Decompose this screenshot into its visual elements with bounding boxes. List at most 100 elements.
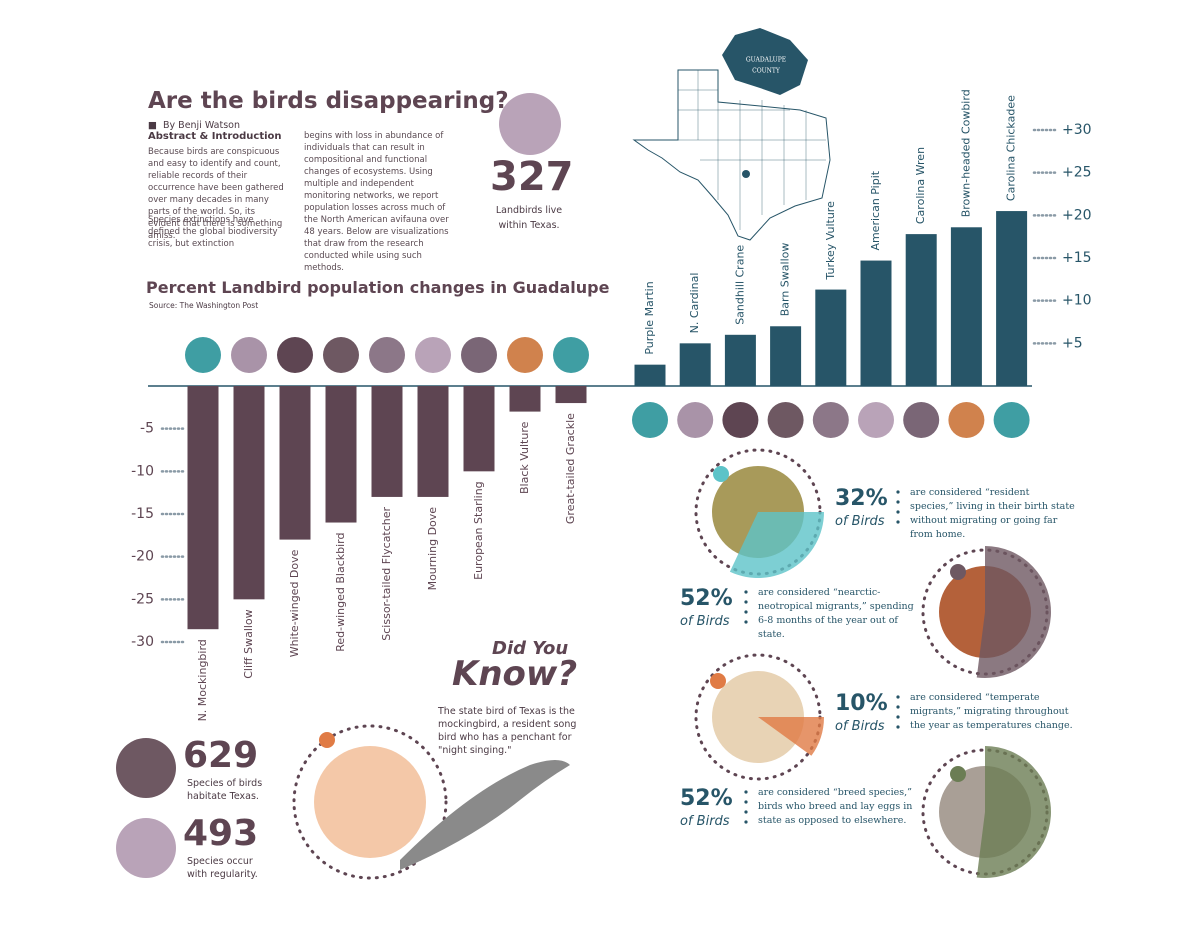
share-wedge [976, 546, 1052, 678]
y-tick-label: +5 [1062, 335, 1083, 351]
bar [634, 364, 666, 386]
bird-photo [314, 746, 426, 858]
bar-label: Barn Swallow [779, 243, 792, 317]
bird-icon [185, 337, 221, 373]
y-tick-label: -15 [131, 506, 154, 522]
bird-icon [993, 402, 1030, 438]
bird-icon [553, 337, 589, 373]
bullet-dot [896, 510, 900, 514]
chart-title: Percent Landbird population changes in G… [146, 278, 610, 297]
stat-number: 493 [183, 813, 259, 854]
bird-icon [461, 337, 497, 373]
share-wedge [976, 746, 1052, 879]
bird-icon [507, 337, 543, 373]
bar [325, 386, 357, 523]
bar-label: Carolina Chickadee [1005, 95, 1018, 201]
bar [233, 386, 265, 600]
accent-dot [710, 673, 726, 689]
county-label: GUADALUPE [746, 57, 786, 64]
stat-caption: Species of birds habitate Texas. [187, 778, 263, 802]
share-text: are considered “resident species,” livin… [910, 487, 1075, 540]
bar [509, 386, 541, 412]
bar-label: Brown-headed Cowbird [959, 89, 972, 217]
bar-label: Turkey Vulture [824, 201, 837, 281]
bird-photo [116, 818, 176, 878]
county-shape [722, 28, 808, 95]
bar [417, 386, 449, 497]
bar [950, 227, 982, 386]
bird-icon [903, 402, 940, 438]
bullet-dot [744, 600, 748, 604]
bird-photo [499, 93, 561, 155]
bar [724, 334, 756, 386]
bar [555, 386, 587, 404]
bird-icon [722, 402, 759, 438]
bird-icon [858, 402, 894, 438]
bar-label: European Starling [472, 481, 485, 580]
fact-text: The state bird of Texas is the mockingbi… [438, 706, 577, 756]
bar-label: Great-tailed Grackle [564, 413, 577, 524]
did-you-heading: Did You [492, 638, 569, 659]
stat-caption: Landbirds live within Texas. [495, 205, 563, 231]
bar [371, 386, 403, 497]
bar-label: Mourning Dove [426, 507, 439, 591]
county-label: COUNTY [752, 68, 781, 75]
y-tick-label: +25 [1062, 165, 1092, 181]
bar [463, 386, 495, 472]
bullet-dot [744, 590, 748, 594]
bird-icon [277, 337, 313, 373]
dotted-ring [292, 724, 448, 880]
bar [996, 211, 1028, 386]
byline-text: By Benji Watson [163, 120, 240, 131]
bar-label: Sandhill Crane [733, 245, 746, 325]
share-unit: of Birds [680, 814, 730, 829]
bird-icon [369, 337, 405, 373]
section-heading: Abstract & Introduction [148, 131, 282, 142]
bird-icon [767, 402, 804, 438]
bar-label: White-winged Dove [288, 549, 301, 657]
share-wedge [729, 512, 824, 578]
bar [905, 234, 937, 386]
bird-icon [677, 402, 714, 438]
bar [770, 326, 802, 386]
y-tick-label: -5 [140, 421, 154, 437]
texas-map [632, 69, 831, 241]
bar-label: Cliff Swallow [242, 609, 255, 678]
y-tick-label: +10 [1062, 293, 1092, 309]
accent-dot [950, 564, 966, 580]
bar [815, 289, 847, 386]
bullet-dot [896, 500, 900, 504]
y-tick-label: -10 [131, 463, 154, 479]
bar [679, 343, 711, 386]
bar-label: Scissor-tailed Flycatcher [380, 506, 393, 640]
accent-dot [319, 732, 335, 748]
share-text: are considered “temperate migrants,” mig… [910, 692, 1073, 731]
bullet-dot [896, 490, 900, 494]
bird-icon [323, 337, 359, 373]
bullet-dot [896, 705, 900, 709]
share-wedge [758, 717, 824, 756]
bar [860, 260, 892, 386]
know-heading: Know? [452, 654, 578, 694]
byline: ■ By Benji Watson [148, 120, 240, 131]
bullet-dot [744, 800, 748, 804]
bar-label: American Pipit [869, 170, 882, 250]
bar-label: Carolina Wren [914, 147, 927, 224]
bar-label: N. Cardinal [688, 273, 701, 334]
stat-number: 629 [183, 735, 259, 776]
bird-icon [231, 337, 267, 373]
bar-label: Red-winged Blackbird [334, 533, 347, 652]
bullet-dot [896, 695, 900, 699]
share-label: 52% [680, 586, 733, 611]
bullet-dot [896, 520, 900, 524]
share-text: are considered “breed species,” birds wh… [758, 787, 913, 826]
share-label: 32% [835, 486, 888, 511]
bird-photo [116, 738, 176, 798]
accent-dot [713, 466, 729, 482]
bullet-dot [744, 610, 748, 614]
y-tick-label: +20 [1062, 207, 1092, 223]
bar-label: N. Mockingbird [196, 639, 209, 721]
bird-icon [415, 337, 451, 373]
